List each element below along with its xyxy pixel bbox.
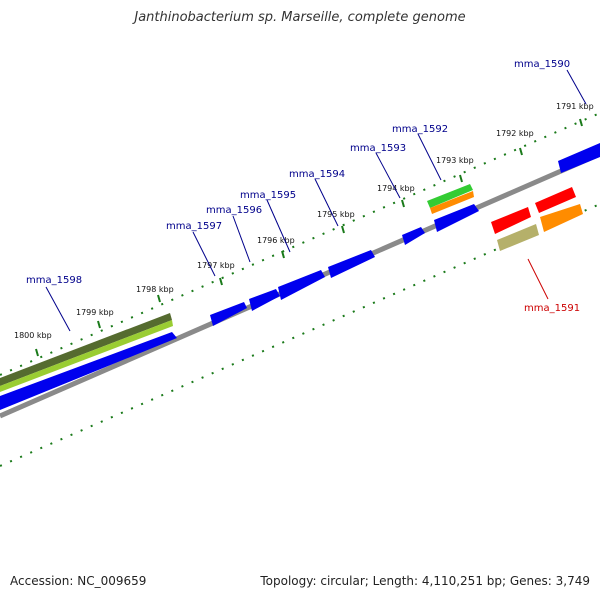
feature-band-lightgreen	[0, 320, 173, 392]
gene-mma-1591-orange[interactable]	[540, 204, 583, 232]
kbp-label-1793: 1793 kbp	[436, 156, 474, 165]
kbp-label-1794: 1794 kbp	[377, 184, 415, 193]
gene-mma-1598[interactable]	[0, 332, 177, 410]
kbp-label-1800: 1800 kbp	[14, 331, 52, 340]
gene-mma-1593[interactable]	[402, 227, 425, 245]
kbp-label-1799: 1799 kbp	[76, 308, 114, 317]
gene-mma-1591[interactable]	[497, 224, 539, 251]
gene-label-mma-1595: mma_1595	[240, 190, 296, 201]
gene-mma-1591-red-a[interactable]	[491, 207, 531, 234]
gene-mma-1590[interactable]	[558, 143, 600, 173]
kbp-ticks	[35, 118, 583, 357]
gene-label-mma-1592: mma_1592	[392, 124, 448, 135]
gene-label-leader-mma-1591	[527, 258, 549, 300]
gene-mma-1592-green[interactable]	[427, 184, 473, 208]
gene-mma-1594[interactable]	[328, 250, 375, 278]
gene-mma-1596[interactable]	[249, 289, 280, 311]
gene-label-mma-1598: mma_1598	[26, 275, 82, 286]
kbp-label-1798: 1798 kbp	[136, 285, 174, 294]
gene-label-mma-1590: mma_1590	[514, 59, 570, 70]
gene-label-mma-1597: mma_1597	[166, 221, 222, 232]
gene-label-leaders	[45, 69, 587, 332]
gene-mma-1591-red-b[interactable]	[535, 187, 576, 213]
kbp-label-1791: 1791 kbp	[556, 102, 594, 111]
feature-band-green	[0, 313, 172, 386]
topology-text: Topology: circular; Length: 4,110,251 bp…	[260, 574, 590, 588]
kbp-label-1792: 1792 kbp	[496, 129, 534, 138]
gene-mma-1597[interactable]	[210, 302, 247, 326]
gene-mma-1592-orange[interactable]	[430, 191, 474, 214]
gene-label-mma-1594: mma_1594	[289, 169, 345, 180]
kbp-label-1796: 1796 kbp	[257, 236, 295, 245]
gene-mma-1595[interactable]	[278, 270, 325, 300]
kbp-label-1797: 1797 kbp	[197, 261, 235, 270]
gene-label-mma-1591: mma_1591	[524, 303, 580, 314]
gene-mma-1592-blue[interactable]	[434, 204, 479, 232]
gene-label-mma-1593: mma_1593	[350, 143, 406, 154]
accession-text: Accession: NC_009659	[10, 574, 147, 588]
gene-label-mma-1596: mma_1596	[206, 205, 262, 216]
map-title: Janthinobacterium sp. Marseille, complet…	[134, 10, 466, 25]
kbp-label-1795: 1795 kbp	[317, 210, 355, 219]
